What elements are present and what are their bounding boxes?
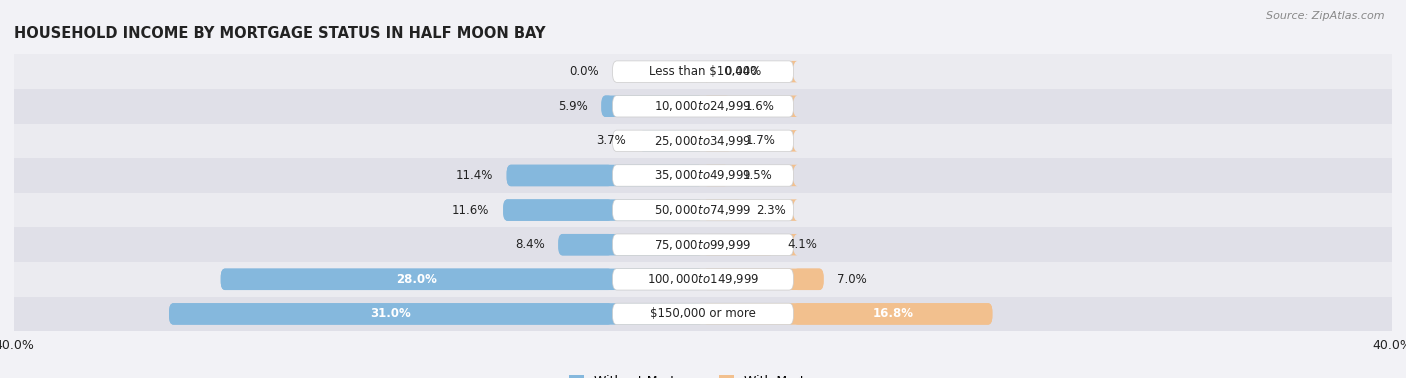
FancyBboxPatch shape (613, 165, 793, 186)
FancyBboxPatch shape (14, 297, 1392, 331)
Text: $100,000 to $149,999: $100,000 to $149,999 (647, 272, 759, 286)
Text: 8.4%: 8.4% (515, 238, 544, 251)
Text: $75,000 to $99,999: $75,000 to $99,999 (654, 238, 752, 252)
FancyBboxPatch shape (14, 158, 1392, 193)
Text: 7.0%: 7.0% (838, 273, 868, 286)
FancyBboxPatch shape (506, 165, 613, 186)
FancyBboxPatch shape (602, 96, 703, 117)
Text: 3.7%: 3.7% (596, 134, 626, 147)
FancyBboxPatch shape (703, 130, 733, 152)
Text: HOUSEHOLD INCOME BY MORTGAGE STATUS IN HALF MOON BAY: HOUSEHOLD INCOME BY MORTGAGE STATUS IN H… (14, 26, 546, 41)
FancyBboxPatch shape (793, 269, 824, 290)
FancyBboxPatch shape (14, 124, 1392, 158)
Text: Source: ZipAtlas.com: Source: ZipAtlas.com (1267, 11, 1385, 21)
Text: $25,000 to $34,999: $25,000 to $34,999 (654, 134, 752, 148)
Text: 4.1%: 4.1% (787, 238, 817, 251)
FancyBboxPatch shape (169, 303, 703, 325)
Text: 11.4%: 11.4% (456, 169, 494, 182)
FancyBboxPatch shape (703, 165, 728, 186)
FancyBboxPatch shape (602, 96, 613, 117)
FancyBboxPatch shape (506, 165, 703, 186)
Text: $35,000 to $49,999: $35,000 to $49,999 (654, 169, 752, 183)
FancyBboxPatch shape (703, 61, 710, 82)
Text: 16.8%: 16.8% (872, 307, 914, 321)
FancyBboxPatch shape (14, 89, 1392, 124)
FancyBboxPatch shape (703, 96, 731, 117)
Text: 0.0%: 0.0% (569, 65, 599, 78)
FancyBboxPatch shape (558, 234, 703, 256)
FancyBboxPatch shape (703, 303, 993, 325)
FancyBboxPatch shape (503, 199, 613, 221)
FancyBboxPatch shape (169, 303, 613, 325)
FancyBboxPatch shape (613, 61, 793, 82)
FancyBboxPatch shape (703, 234, 773, 256)
FancyBboxPatch shape (503, 199, 703, 221)
Text: $150,000 or more: $150,000 or more (650, 307, 756, 321)
Text: $10,000 to $24,999: $10,000 to $24,999 (654, 99, 752, 113)
FancyBboxPatch shape (14, 228, 1392, 262)
FancyBboxPatch shape (613, 234, 793, 256)
Text: 1.5%: 1.5% (742, 169, 772, 182)
FancyBboxPatch shape (14, 54, 1392, 89)
FancyBboxPatch shape (793, 303, 993, 325)
Text: 1.6%: 1.6% (744, 100, 775, 113)
FancyBboxPatch shape (703, 199, 742, 221)
FancyBboxPatch shape (640, 130, 703, 152)
FancyBboxPatch shape (789, 165, 797, 186)
FancyBboxPatch shape (789, 199, 797, 221)
Legend: Without Mortgage, With Mortgage: Without Mortgage, With Mortgage (564, 370, 842, 378)
Text: 2.3%: 2.3% (756, 204, 786, 217)
FancyBboxPatch shape (789, 130, 797, 152)
FancyBboxPatch shape (789, 96, 797, 117)
FancyBboxPatch shape (613, 199, 793, 221)
FancyBboxPatch shape (789, 234, 797, 256)
FancyBboxPatch shape (221, 269, 613, 290)
Text: 1.7%: 1.7% (747, 134, 776, 147)
FancyBboxPatch shape (613, 269, 793, 290)
Text: 5.9%: 5.9% (558, 100, 588, 113)
FancyBboxPatch shape (613, 303, 793, 325)
Text: 28.0%: 28.0% (396, 273, 437, 286)
FancyBboxPatch shape (703, 269, 824, 290)
Text: $50,000 to $74,999: $50,000 to $74,999 (654, 203, 752, 217)
Text: Less than $10,000: Less than $10,000 (648, 65, 758, 78)
Text: 11.6%: 11.6% (453, 204, 489, 217)
FancyBboxPatch shape (613, 96, 793, 117)
FancyBboxPatch shape (789, 61, 797, 82)
Text: 0.44%: 0.44% (724, 65, 762, 78)
Text: 31.0%: 31.0% (370, 307, 411, 321)
FancyBboxPatch shape (558, 234, 613, 256)
FancyBboxPatch shape (14, 193, 1392, 228)
FancyBboxPatch shape (221, 269, 703, 290)
FancyBboxPatch shape (613, 130, 793, 152)
FancyBboxPatch shape (14, 262, 1392, 297)
